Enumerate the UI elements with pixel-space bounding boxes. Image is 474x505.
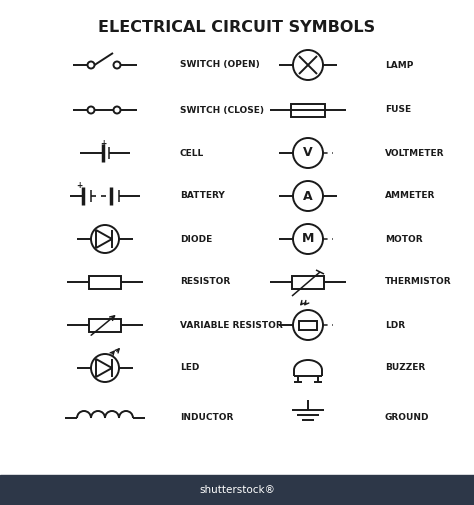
Circle shape (88, 107, 94, 114)
Text: shutterstock®: shutterstock® (199, 485, 275, 495)
Text: SWITCH (OPEN): SWITCH (OPEN) (180, 61, 260, 70)
Text: FUSE: FUSE (385, 106, 411, 115)
Text: LED: LED (180, 364, 200, 373)
Text: AMMETER: AMMETER (385, 191, 436, 200)
Text: V: V (303, 146, 313, 160)
Text: +: + (100, 138, 106, 147)
Text: SWITCH (CLOSE): SWITCH (CLOSE) (180, 106, 264, 115)
Circle shape (88, 62, 94, 69)
Bar (89, 319, 121, 331)
Text: +: + (76, 181, 82, 190)
Text: BATTERY: BATTERY (180, 191, 225, 200)
Text: A: A (303, 189, 313, 203)
Bar (292, 276, 324, 288)
Text: VARIABLE RESISTOR: VARIABLE RESISTOR (180, 321, 283, 329)
Text: RESISTOR: RESISTOR (180, 278, 230, 286)
Bar (299, 321, 317, 329)
Text: M: M (302, 232, 314, 245)
Bar (291, 104, 325, 117)
Text: ELECTRICAL CIRCUIT SYMBOLS: ELECTRICAL CIRCUIT SYMBOLS (99, 20, 375, 34)
Text: CELL: CELL (180, 148, 204, 158)
Text: LAMP: LAMP (385, 61, 413, 70)
Text: DIODE: DIODE (180, 234, 212, 243)
Text: VOLTMETER: VOLTMETER (385, 148, 445, 158)
Text: MOTOR: MOTOR (385, 234, 423, 243)
Text: INDUCTOR: INDUCTOR (180, 414, 233, 423)
Text: LDR: LDR (385, 321, 405, 329)
Text: BUZZER: BUZZER (385, 364, 425, 373)
Bar (89, 276, 121, 288)
Circle shape (113, 62, 120, 69)
Circle shape (113, 107, 120, 114)
Text: GROUND: GROUND (385, 414, 429, 423)
Text: THERMISTOR: THERMISTOR (385, 278, 452, 286)
Bar (0, 475, 474, 505)
